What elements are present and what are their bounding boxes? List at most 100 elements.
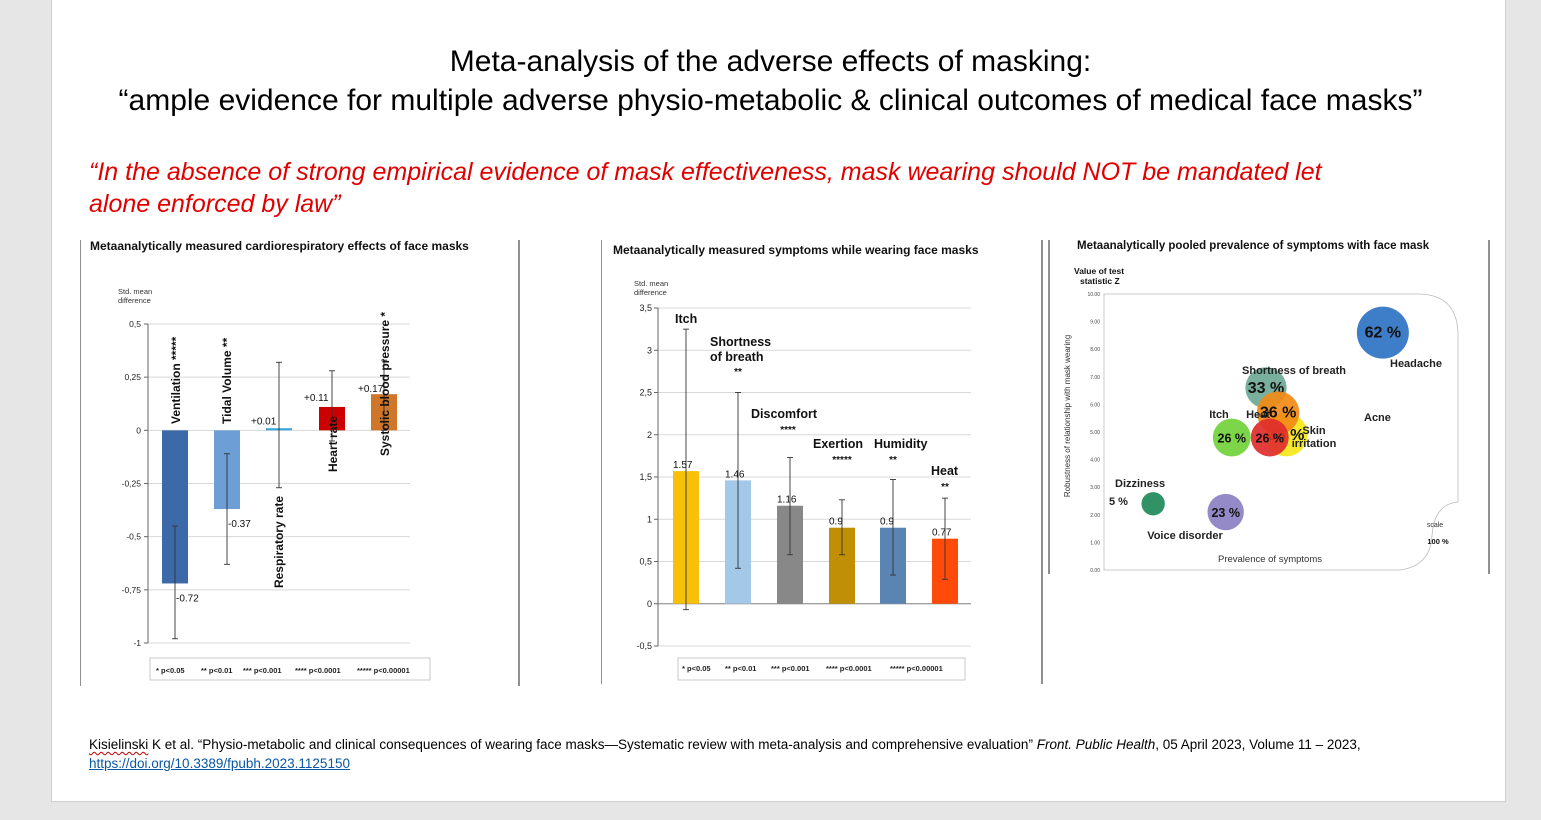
y-tick-label: 1 bbox=[647, 514, 652, 524]
category-label: Systolic blood pressure * bbox=[378, 312, 392, 456]
y-tick-label: 2.00 bbox=[1090, 513, 1100, 519]
y-tick-label: 0,25 bbox=[124, 372, 141, 382]
category-label: Exertion bbox=[813, 437, 863, 451]
bubble-name: Voice disorder bbox=[1147, 530, 1223, 542]
chart-symptoms: Metaanalytically measured symptoms while… bbox=[601, 236, 1044, 688]
bubble-value: 26 % bbox=[1256, 432, 1285, 446]
category-label: Humidity bbox=[874, 437, 928, 451]
chart-title: Metaanalytically pooled prevalence of sy… bbox=[1077, 240, 1430, 252]
title-line-2: “ample evidence for multiple adverse phy… bbox=[118, 84, 1423, 117]
bubble-value: 62 % bbox=[1365, 325, 1401, 342]
y-tick-label: -1 bbox=[133, 638, 141, 648]
quote-line-2: alone enforced by law” bbox=[89, 190, 341, 218]
bubble bbox=[1356, 306, 1409, 359]
bubble bbox=[1141, 492, 1165, 516]
y-axis-label: Std. mean bbox=[118, 287, 152, 296]
data-label: +0.01 bbox=[251, 416, 277, 427]
y-tick-label: 2,5 bbox=[639, 388, 652, 398]
quote-line-1: “In the absence of strong empirical evid… bbox=[89, 158, 1322, 186]
y-axis-caption: Value of test bbox=[1074, 266, 1124, 276]
category-label: Itch bbox=[675, 312, 697, 326]
slide-quote: “In the absence of strong empirical evid… bbox=[89, 156, 1509, 220]
y-tick-label: 0,5 bbox=[129, 319, 141, 329]
y-tick-label: -0,5 bbox=[126, 532, 141, 542]
legend-item: *** p<0.001 bbox=[243, 666, 282, 675]
bubble-value: 5 % bbox=[1109, 496, 1128, 508]
legend-item: ***** p<0.00001 bbox=[890, 664, 943, 673]
y-tick-label: 8.00 bbox=[1090, 347, 1100, 353]
citation-details: , 05 April 2023, Volume 11 – 2023, bbox=[1155, 737, 1361, 752]
bubble-name: Itch bbox=[1209, 409, 1229, 421]
y-axis-label: Std. mean bbox=[634, 279, 668, 288]
category-label: Heart rate bbox=[326, 416, 340, 472]
data-label: -0.37 bbox=[228, 519, 251, 530]
data-label: 1.57 bbox=[673, 460, 693, 471]
legend-item: **** p<0.0001 bbox=[295, 666, 341, 675]
legend-box bbox=[677, 657, 966, 681]
bubble-name: Shortness of breath bbox=[1242, 365, 1346, 377]
data-label: 0.9 bbox=[880, 517, 894, 528]
data-label: +0.11 bbox=[304, 393, 329, 404]
legend-item: ** p<0.01 bbox=[725, 664, 756, 673]
significance-stars: **** bbox=[780, 425, 796, 436]
bubble-value: 23 % bbox=[1211, 506, 1240, 520]
legend-item: *** p<0.001 bbox=[771, 664, 810, 673]
category-label: Heat bbox=[931, 464, 959, 478]
bubble bbox=[1207, 493, 1244, 531]
legend-item: ** p<0.01 bbox=[201, 666, 232, 675]
significance-stars: ** bbox=[941, 482, 949, 493]
data-label: 1.16 bbox=[777, 495, 797, 506]
bubble-name: Acne bbox=[1364, 412, 1391, 424]
bubble-name: Headache bbox=[1390, 358, 1442, 370]
citation-doi-link[interactable]: https://doi.org/10.3389/fpubh.2023.11251… bbox=[89, 756, 350, 771]
y-tick-label: 4.00 bbox=[1090, 458, 1100, 464]
data-label: -0.72 bbox=[176, 593, 199, 604]
legend-box bbox=[149, 657, 431, 681]
y-axis-caption: statistic Z bbox=[1080, 276, 1120, 286]
y-tick-label: 3,5 bbox=[639, 303, 652, 313]
x-axis-label: Prevalence of symptoms bbox=[1218, 554, 1322, 565]
slide-title: Meta-analysis of the adverse effects of … bbox=[0, 42, 1541, 120]
significance-stars: ** bbox=[889, 455, 897, 466]
bubble-name: Skin bbox=[1302, 425, 1326, 437]
y-tick-label: 0,5 bbox=[639, 557, 652, 567]
bubble bbox=[1212, 418, 1251, 457]
legend-item: ***** p<0.00001 bbox=[357, 666, 410, 675]
y-tick-label: 7.00 bbox=[1090, 375, 1100, 381]
bubble-value: 36 % bbox=[1260, 405, 1296, 422]
y-tick-label: -0,5 bbox=[636, 641, 652, 651]
data-label: +0.17 bbox=[358, 384, 384, 395]
legend-item: * p<0.05 bbox=[156, 666, 185, 675]
data-label: 1.46 bbox=[725, 469, 745, 480]
legend-item: * p<0.05 bbox=[682, 664, 711, 673]
chart-cardiorespiratory-svg: Metaanalytically measured cardiorespirat… bbox=[80, 239, 520, 686]
scale-label: scale bbox=[1427, 522, 1443, 529]
chart-title: Metaanalytically measured symptoms while… bbox=[613, 243, 979, 257]
data-label: 0.9 bbox=[829, 517, 843, 528]
y-tick-label: 0.00 bbox=[1090, 568, 1100, 574]
chart-prevalence: Metaanalytically pooled prevalence of sy… bbox=[1048, 236, 1491, 576]
category-label: Tidal Volume ** bbox=[220, 337, 234, 424]
y-tick-label: 0 bbox=[647, 599, 652, 609]
significance-stars: ** bbox=[734, 367, 742, 378]
category-label: Ventilation ***** bbox=[169, 336, 183, 424]
y-tick-label: -0,75 bbox=[122, 585, 142, 595]
scale-value: 100 % bbox=[1427, 537, 1449, 546]
y-tick-label: 5.00 bbox=[1090, 430, 1100, 436]
chart-title: Metaanalytically measured cardiorespirat… bbox=[90, 239, 469, 253]
bubble bbox=[1250, 418, 1289, 457]
y-axis-label: difference bbox=[634, 288, 667, 297]
y-tick-label: 6.00 bbox=[1090, 402, 1100, 408]
citation: Kisielinski K et al. “Physio-metabolic a… bbox=[89, 735, 1429, 773]
significance-stars: ***** bbox=[832, 455, 852, 466]
bubble-name: Dizziness bbox=[1115, 478, 1165, 490]
chart-cardiorespiratory: Metaanalytically measured cardiorespirat… bbox=[80, 236, 522, 688]
y-tick-label: 2 bbox=[647, 430, 652, 440]
y-tick-label: 3.00 bbox=[1090, 485, 1100, 491]
y-tick-label: 1.00 bbox=[1090, 540, 1100, 546]
title-line-1: Meta-analysis of the adverse effects of … bbox=[449, 45, 1092, 78]
category-label: Shortness bbox=[710, 335, 771, 349]
y-axis-label: difference bbox=[118, 296, 151, 305]
category-label: Respiratory rate bbox=[272, 496, 286, 588]
bubble-value: 26 % bbox=[1218, 432, 1247, 446]
